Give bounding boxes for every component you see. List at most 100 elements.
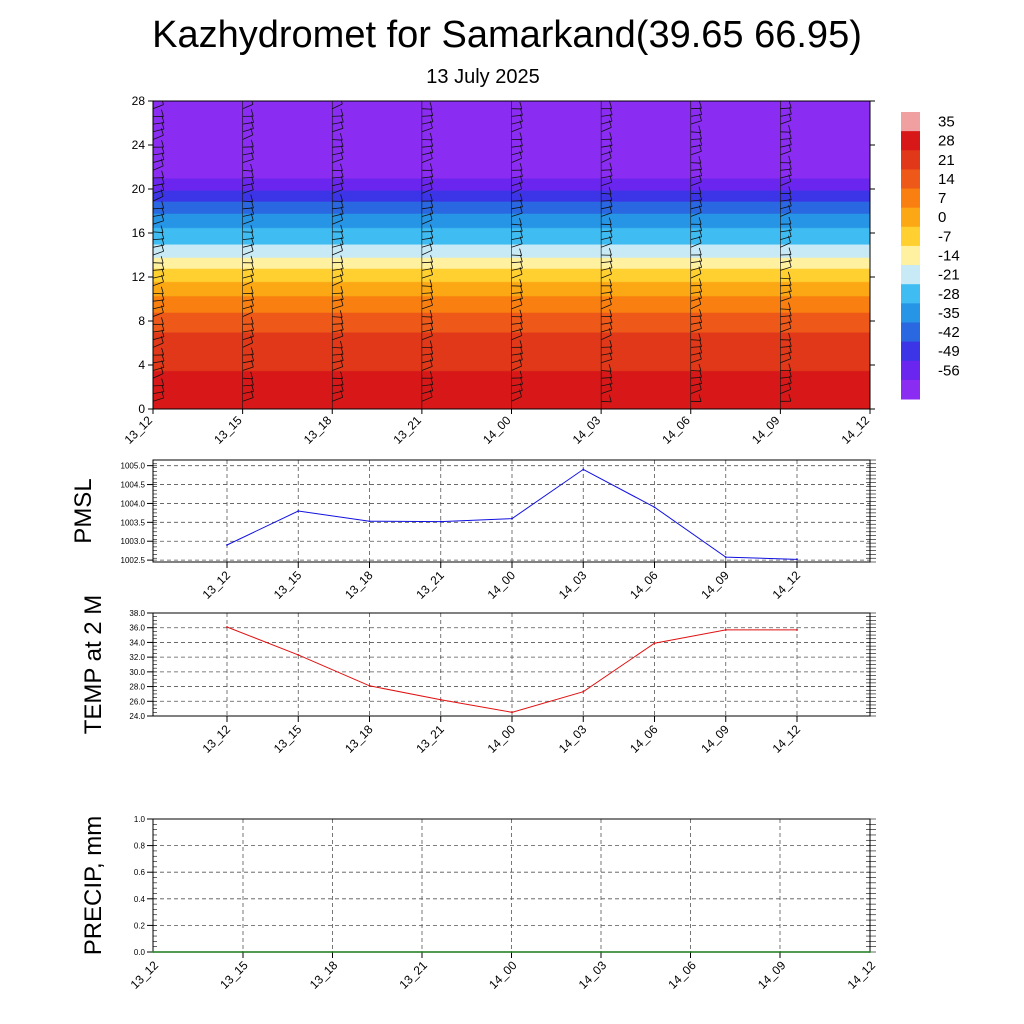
wind-barb-flag	[788, 308, 792, 316]
data-point	[152, 951, 154, 953]
wind-barb-flag	[879, 363, 881, 370]
x-tick-label: 13_15	[271, 722, 305, 756]
wind-barb-flag	[430, 169, 434, 177]
wind-barb-flag	[161, 140, 164, 148]
wind-barb	[690, 291, 702, 294]
wind-barb-flag	[609, 223, 613, 232]
wind-barb-flag	[879, 223, 881, 230]
wind-barb	[601, 377, 612, 379]
wind-barb	[780, 205, 792, 210]
wind-barb	[242, 207, 254, 210]
x-tick-label: 14_06	[627, 722, 661, 756]
wind-barb	[421, 151, 433, 156]
wind-barb	[511, 206, 523, 210]
x-tick-label: 14_03	[556, 568, 590, 602]
wind-barb-flag	[698, 125, 702, 133]
colorbar-swatch	[901, 379, 920, 400]
wind-barb-flag	[519, 163, 523, 171]
data-point	[511, 517, 513, 520]
wind-barb	[242, 128, 254, 133]
wind-barb	[421, 298, 433, 302]
wind-barb-flag	[520, 138, 523, 146]
wind-barb	[421, 322, 433, 325]
temperature-cross-section: 0 4 8 12 16 20 24 28 13_12 13_15 13_18 13_21 14_00 14…	[122, 94, 881, 447]
wind-barb-flag	[519, 132, 523, 140]
wind-barb	[511, 304, 523, 310]
wind-barb	[780, 242, 791, 248]
panel-frame	[152, 459, 871, 563]
wind-barb-flag	[429, 309, 433, 318]
x-tick-label: 13_21	[413, 568, 447, 602]
wind-barb-flag	[879, 247, 881, 254]
wind-barb	[601, 151, 613, 156]
wind-barb-flag	[429, 132, 433, 140]
wind-barb-flag	[161, 347, 164, 356]
wind-barb	[421, 243, 433, 248]
wind-barb	[869, 185, 870, 186]
wind-barb-flag	[519, 340, 523, 348]
wind-barb-flag	[879, 137, 881, 144]
wind-barb	[421, 121, 433, 125]
wind-barb	[511, 389, 523, 394]
wind-barb	[332, 335, 344, 341]
wind-barb-flag	[250, 109, 254, 117]
colorbar-label: 21	[938, 152, 955, 169]
wind-barb	[421, 304, 433, 310]
wind-barb	[511, 298, 523, 302]
wind-barb	[601, 267, 613, 271]
wind-barb-flag	[879, 339, 881, 346]
wind-barb-flag	[788, 394, 792, 402]
wind-barb	[421, 182, 433, 187]
wind-barb	[242, 377, 253, 380]
x-tick-label: 14_06	[627, 568, 661, 602]
colorbar-label: -49	[938, 343, 960, 360]
wind-barb	[421, 365, 433, 371]
wind-barb-flag	[788, 302, 791, 310]
wind-barb	[153, 336, 164, 341]
wind-barb-flag	[250, 371, 254, 379]
wind-barb	[332, 329, 344, 333]
y-tick-label: 30.0	[129, 668, 145, 677]
wind-barb	[601, 193, 612, 195]
wind-barb	[780, 388, 791, 394]
wind-barb-flag	[161, 231, 165, 239]
data-point	[600, 951, 603, 953]
wind-barb	[511, 267, 523, 271]
wind-barb-flag	[609, 132, 613, 140]
wind-barb	[601, 206, 613, 210]
wind-barb	[869, 300, 870, 302]
x-tick-label: 14_12	[839, 413, 873, 447]
chart-title: Kazhydromet for Samarkand(39.65 66.95)	[152, 14, 862, 56]
wind-barb	[869, 169, 870, 171]
wind-barb	[421, 285, 432, 287]
wind-barb	[869, 123, 870, 125]
y-axis-label: PMSL	[70, 478, 97, 543]
wind-barb	[153, 207, 164, 210]
y-tick-label: 0.2	[134, 921, 146, 930]
colorbar-swatch	[901, 303, 920, 323]
wind-barb-flag	[609, 370, 613, 378]
data-point	[511, 711, 513, 714]
wind-barb	[421, 335, 433, 341]
wind-barb	[690, 273, 702, 279]
wind-barb	[242, 329, 254, 333]
wind-barb	[421, 237, 433, 240]
wind-barb-flag	[788, 125, 791, 133]
wind-barb	[690, 376, 702, 379]
data-point	[869, 951, 871, 953]
wind-barb-flag	[879, 376, 881, 383]
wind-barb	[511, 121, 523, 125]
wind-barb	[511, 273, 523, 279]
wind-barb	[690, 120, 702, 125]
wind-barb	[511, 365, 522, 371]
wind-barb-flag	[609, 254, 613, 262]
y-tick-label: 12	[132, 270, 146, 284]
wind-barb	[600, 389, 612, 394]
wind-barb	[869, 262, 870, 263]
wind-barb	[780, 144, 792, 148]
wind-barb	[332, 384, 344, 387]
x-tick-label: 13_18	[307, 958, 341, 992]
wind-barb-flag	[788, 161, 792, 170]
wind-barb	[332, 139, 343, 141]
x-tick-label: 14_00	[480, 413, 514, 447]
